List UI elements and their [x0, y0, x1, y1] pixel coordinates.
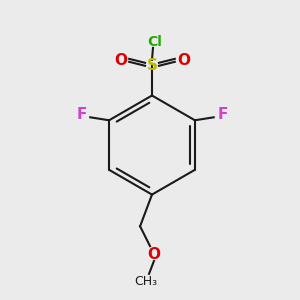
Text: O: O [114, 53, 127, 68]
Text: S: S [146, 58, 158, 73]
Text: CH₃: CH₃ [134, 275, 158, 288]
Text: Cl: Cl [148, 35, 162, 49]
Text: O: O [177, 53, 190, 68]
Text: F: F [76, 107, 86, 122]
Text: O: O [148, 247, 160, 262]
Text: F: F [218, 107, 228, 122]
